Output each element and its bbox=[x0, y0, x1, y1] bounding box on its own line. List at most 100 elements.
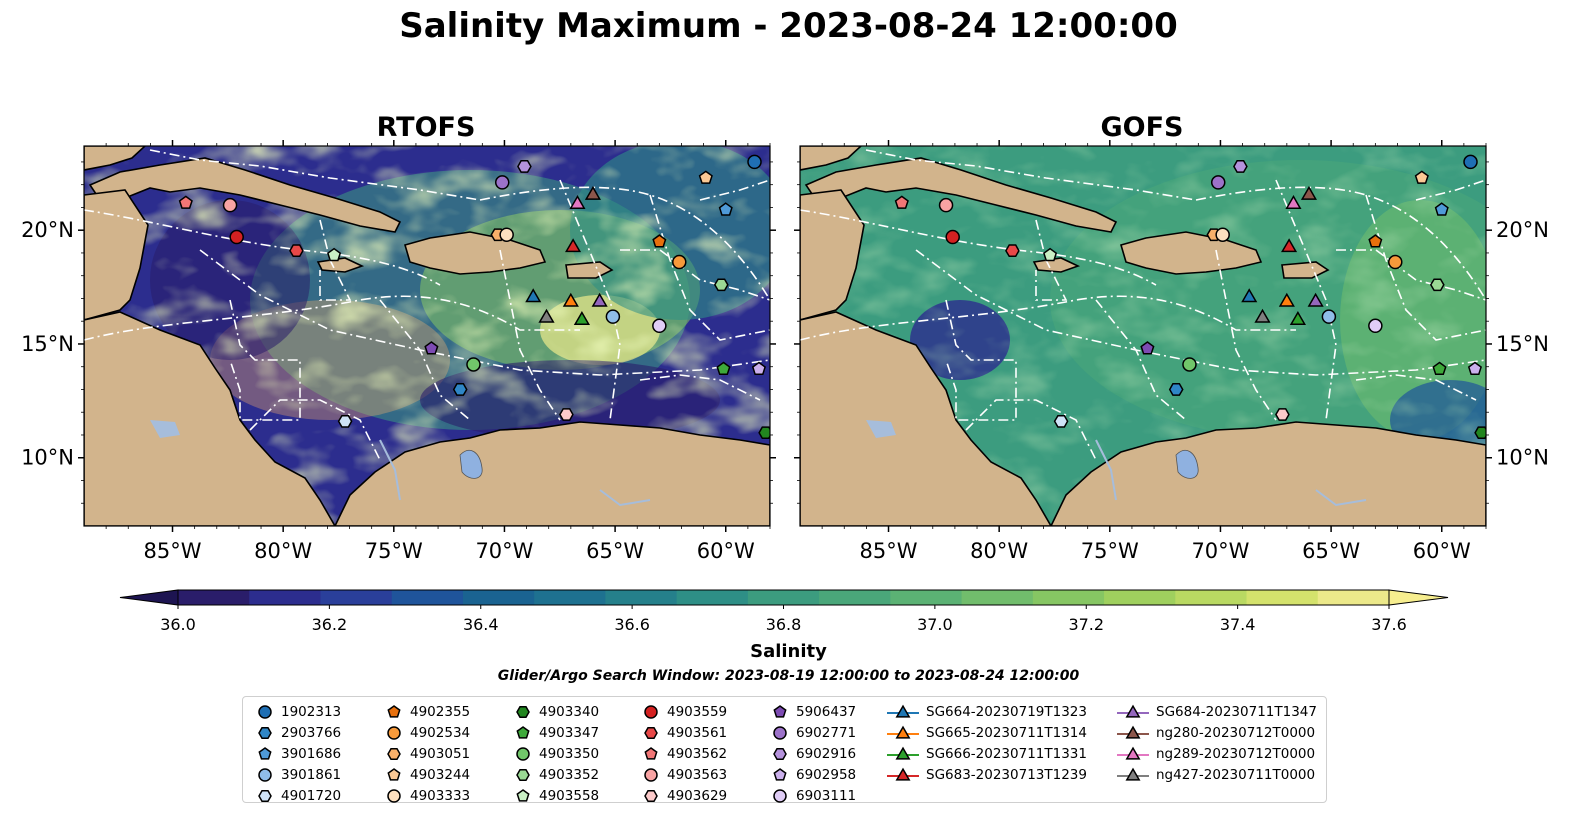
legend-marker-icon bbox=[258, 767, 272, 782]
legend-marker bbox=[387, 704, 401, 718]
legend-marker bbox=[644, 789, 658, 802]
panel-title-rtofs: RTOFS bbox=[376, 112, 476, 143]
legend-marker bbox=[1125, 704, 1141, 718]
colorbar-swatch bbox=[747, 590, 820, 605]
observation-marker bbox=[652, 318, 667, 334]
colorbar-swatch bbox=[890, 590, 963, 605]
legend-marker-icon bbox=[387, 747, 401, 760]
legend-item: 4903559 bbox=[641, 701, 727, 722]
observation-marker bbox=[1285, 194, 1302, 209]
legend-column: 4903340 4903347 4903350 4903352 4903558 bbox=[513, 701, 599, 806]
legend-marker-icon bbox=[516, 788, 530, 802]
observation-marker bbox=[1210, 175, 1226, 190]
legend-marker-icon bbox=[644, 704, 658, 719]
observation-marker bbox=[1168, 383, 1184, 396]
legend-marker-icon bbox=[773, 704, 787, 718]
legend-marker bbox=[773, 767, 787, 781]
legend-marker bbox=[387, 767, 401, 781]
legend-label: 4903051 bbox=[410, 745, 471, 762]
lon-tick-label: 75°W bbox=[1081, 539, 1139, 563]
observation-marker bbox=[591, 292, 608, 307]
colorbar-swatch bbox=[605, 590, 678, 605]
lon-tick-label: 85°W bbox=[860, 539, 918, 563]
lat-tick-label: 10°N bbox=[1496, 446, 1549, 470]
legend-marker-icon bbox=[516, 725, 530, 739]
legend-label: 3901861 bbox=[281, 766, 342, 783]
colorbar-swatch bbox=[249, 590, 321, 605]
observation-marker bbox=[1432, 361, 1447, 376]
colorbar-tick-label: 36.0 bbox=[160, 615, 196, 634]
observation-marker bbox=[525, 288, 542, 303]
figure-title: Salinity Maximum - 2023-08-24 12:00:00 bbox=[399, 6, 1178, 46]
legend-marker bbox=[387, 788, 401, 803]
lon-tick-label: 65°W bbox=[586, 539, 644, 563]
observation-marker bbox=[718, 202, 733, 216]
lon-tick-label: 75°W bbox=[365, 539, 423, 563]
legend-marker-icon bbox=[773, 788, 787, 803]
colorbar-tick-label: 37.0 bbox=[917, 615, 953, 634]
observation-marker bbox=[652, 234, 667, 248]
legend-marker-icon bbox=[1117, 767, 1149, 781]
legend-label: ng289-20230712T0000 bbox=[1156, 745, 1316, 762]
legend-label: 4903559 bbox=[667, 703, 728, 720]
legend-label: 4902355 bbox=[410, 703, 471, 720]
observation-marker bbox=[229, 229, 244, 245]
observation-marker bbox=[1280, 238, 1298, 253]
observation-marker bbox=[1321, 309, 1337, 324]
colorbar-swatch bbox=[819, 590, 891, 605]
observation-marker bbox=[1368, 318, 1383, 334]
legend-item: ng280-20230712T0000 bbox=[1116, 722, 1317, 743]
legend-item: 6902958 bbox=[770, 764, 856, 785]
legend-item: SG684-20230711T1347 bbox=[1116, 701, 1317, 722]
salinity-colorbar: 36.0 36.2 36.4 36.6 36.8 37.0 37.2 37.4 37.6 bbox=[119, 589, 1449, 634]
legend-item: 4903347 bbox=[513, 722, 599, 743]
legend-label: 4903561 bbox=[667, 724, 728, 741]
colorbar-swatch bbox=[1032, 590, 1105, 605]
legend-marker-icon bbox=[258, 746, 272, 760]
legend-marker bbox=[387, 725, 401, 740]
observation-marker bbox=[1278, 292, 1295, 307]
legend-marker bbox=[895, 704, 911, 718]
colorbar-swatch bbox=[178, 590, 250, 605]
legend-marker-icon bbox=[258, 789, 272, 802]
legend-marker bbox=[516, 725, 530, 739]
colorbar-swatch bbox=[961, 590, 1034, 605]
observation-marker bbox=[751, 361, 766, 376]
legend-item: SG666-20230711T1331 bbox=[886, 743, 1087, 764]
observation-marker bbox=[1215, 227, 1230, 242]
colorbar-swatch bbox=[462, 590, 535, 605]
legend-marker bbox=[895, 746, 911, 760]
legend-marker-icon bbox=[887, 704, 919, 718]
lon-tick-label: 85°W bbox=[144, 539, 202, 563]
legend-column: 1902313 2903766 3901686 3901861 4901720 bbox=[255, 701, 341, 806]
observation-marker bbox=[894, 195, 909, 209]
colorbar-swatch bbox=[676, 590, 749, 605]
lat-tick-label: 20°N bbox=[21, 218, 74, 242]
legend-marker bbox=[1125, 767, 1141, 781]
lon-tick-label: 70°W bbox=[1191, 539, 1249, 563]
legend-item: 4901720 bbox=[255, 785, 341, 806]
legend-label: SG684-20230711T1347 bbox=[1156, 703, 1317, 720]
legend-marker bbox=[644, 767, 658, 782]
observation-marker bbox=[517, 160, 532, 173]
legend-marker-icon bbox=[516, 768, 530, 781]
legend-marker bbox=[644, 704, 658, 719]
legend-label: ng280-20230712T0000 bbox=[1156, 724, 1316, 741]
colorbar-tick-label: 36.6 bbox=[614, 615, 650, 634]
observation-marker bbox=[1434, 202, 1449, 216]
observation-marker bbox=[605, 309, 621, 324]
legend-label: 4903333 bbox=[410, 787, 471, 804]
observation-marker bbox=[494, 175, 510, 190]
legend-label: 1902313 bbox=[281, 703, 342, 720]
panel-title-gofs: GOFS bbox=[1100, 112, 1184, 143]
lon-tick-label: 60°W bbox=[697, 539, 755, 563]
lon-tick-label: 80°W bbox=[970, 539, 1028, 563]
observation-marker bbox=[1289, 311, 1307, 325]
legend-column: 4902355 4902534 4903051 4903244 4903333 bbox=[384, 701, 470, 806]
observation-marker bbox=[466, 357, 481, 372]
legend-marker bbox=[258, 704, 272, 719]
legend-marker bbox=[516, 788, 530, 802]
observation-marker bbox=[1429, 278, 1445, 292]
legend-label: 4903340 bbox=[539, 703, 600, 720]
observation-marker bbox=[289, 244, 304, 258]
